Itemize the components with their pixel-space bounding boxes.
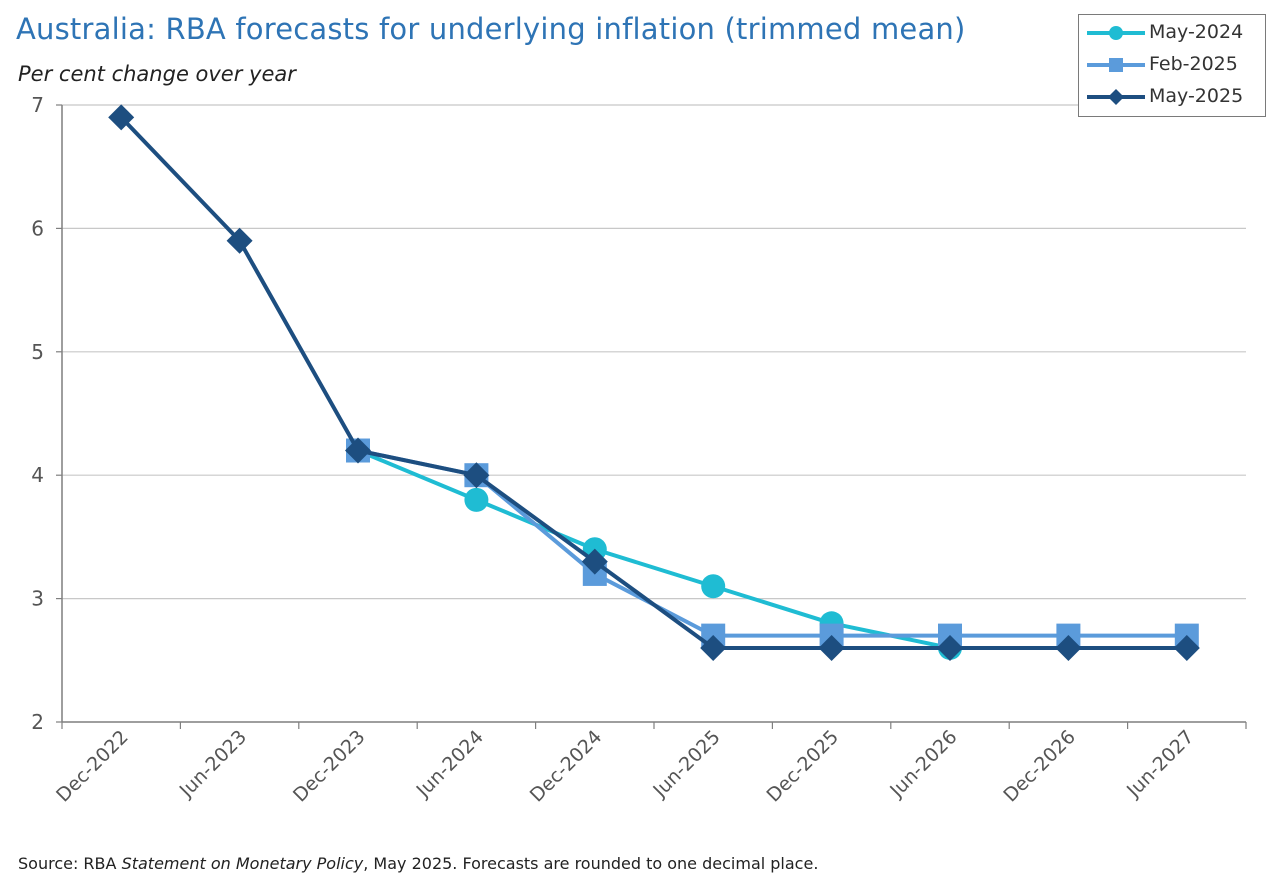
legend-diamond-marker-icon xyxy=(1087,89,1145,105)
x-tick-label: Jun-2023 xyxy=(175,726,251,802)
series-layer xyxy=(108,104,1200,661)
legend-label: Feb-2025 xyxy=(1149,53,1238,75)
x-tick-label: Jun-2025 xyxy=(648,726,724,802)
x-tick-label: Jun-2026 xyxy=(885,726,961,802)
x-tick-label: Dec-2023 xyxy=(289,726,370,807)
legend-square-marker-icon xyxy=(1087,58,1145,72)
data-point xyxy=(818,634,845,661)
series-line xyxy=(119,115,1187,650)
data-point xyxy=(108,104,135,131)
x-tick-label: Dec-2025 xyxy=(763,726,844,807)
x-tick-label: Dec-2026 xyxy=(999,726,1080,807)
x-tick-label: Dec-2024 xyxy=(526,726,607,807)
gridlines xyxy=(62,104,1246,600)
y-tick-label: 5 xyxy=(31,340,44,364)
legend: May-2024 Feb-2025 May-2025 xyxy=(1078,14,1266,117)
x-tick-label: Jun-2027 xyxy=(1122,726,1198,802)
data-point xyxy=(937,634,963,661)
data-point xyxy=(345,437,371,464)
legend-item-feb-2025: Feb-2025 xyxy=(1079,49,1265,81)
y-tick-label: 3 xyxy=(31,587,44,611)
data-point xyxy=(226,227,253,254)
y-tick-label: 4 xyxy=(31,463,44,487)
x-axis-ticks: Dec-2022 Jun-2023 Dec-2023 Jun-2024 Dec-2024… xyxy=(52,722,1247,807)
data-point xyxy=(700,634,727,661)
source-note: Source: RBA Statement on Monetary Policy… xyxy=(18,854,818,873)
y-tick-label: 2 xyxy=(31,710,44,734)
series-line xyxy=(357,448,951,650)
data-point xyxy=(463,462,490,489)
data-point xyxy=(464,487,489,512)
data-point xyxy=(581,548,608,575)
legend-item-may-2025: May-2025 xyxy=(1079,81,1265,113)
x-tick-label: Jun-2024 xyxy=(412,726,488,802)
y-axis-unit-label: Per cent change over year xyxy=(18,62,296,86)
data-point xyxy=(1055,634,1082,661)
source-prefix: Source: RBA xyxy=(18,854,122,873)
series-may-2024 xyxy=(346,438,962,660)
y-tick-label: 6 xyxy=(31,216,44,240)
source-publication: Statement on Monetary Policy xyxy=(121,854,364,873)
y-tick-label: 7 xyxy=(31,93,44,117)
legend-label: May-2024 xyxy=(1149,21,1244,43)
legend-item-may-2024: May-2024 xyxy=(1079,17,1265,49)
series-may-2025 xyxy=(108,104,1200,661)
source-suffix: , May 2025. Forecasts are rounded to one… xyxy=(363,854,819,873)
data-point xyxy=(1173,634,1200,661)
y-axis-ticks: 2 3 4 5 6 7 xyxy=(31,93,62,734)
chart-title: Australia: RBA forecasts for underlying … xyxy=(16,12,966,46)
x-tick-label: Dec-2022 xyxy=(52,726,133,807)
legend-circle-marker-icon xyxy=(1087,26,1145,40)
legend-label: May-2025 xyxy=(1149,85,1244,107)
data-point xyxy=(701,574,726,599)
